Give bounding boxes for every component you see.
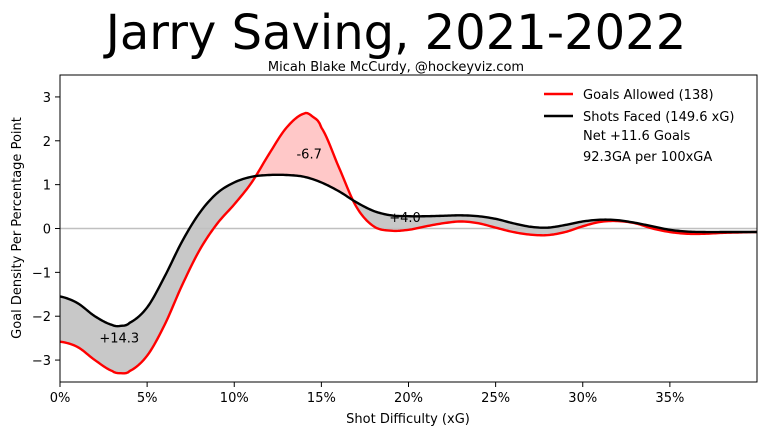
x-tick-label: 25%: [481, 391, 510, 406]
y-tick-label: 1: [43, 179, 51, 194]
chart-title: Jarry Saving, 2021-2022: [103, 5, 687, 61]
difference-annotation: +4.0: [389, 211, 421, 226]
difference-annotation: -6.7: [296, 147, 321, 162]
y-tick-label: −3: [32, 354, 51, 369]
difference-annotation: +14.3: [99, 332, 139, 347]
x-axis-ticks: 0% 5% 10% 15% 20% 25% 30% 35%: [50, 382, 684, 406]
plot-area: [59, 74, 758, 383]
x-tick-label: 30%: [568, 391, 597, 406]
y-axis-ticks: −3 −2 −1 0 1 2 3: [32, 91, 60, 369]
chart-subtitle: Micah Blake McCurdy, @hockeyviz.com: [268, 60, 524, 75]
x-tick-label: 5%: [137, 391, 158, 406]
annotations: +14.3 -6.7 +4.0: [99, 147, 420, 346]
x-tick-label: 10%: [220, 391, 249, 406]
legend-rate: 92.3GA per 100xGA: [583, 150, 712, 165]
legend-shots-label: Shots Faced (149.6 xG): [583, 110, 735, 125]
y-tick-label: 3: [43, 91, 51, 106]
legend: Goals Allowed (138) Shots Faced (149.6 x…: [544, 88, 735, 165]
legend-net: Net +11.6 Goals: [583, 129, 691, 144]
y-axis-label: Goal Density Per Percentage Point: [10, 117, 25, 339]
y-tick-label: 0: [43, 223, 51, 238]
y-tick-label: 2: [43, 135, 51, 150]
y-tick-label: −1: [32, 266, 51, 281]
x-tick-label: 15%: [307, 391, 336, 406]
x-tick-label: 35%: [655, 391, 684, 406]
y-tick-label: −2: [32, 310, 51, 325]
x-tick-label: 0%: [50, 391, 71, 406]
x-axis-label: Shot Difficulty (xG): [346, 412, 470, 427]
legend-goals-label: Goals Allowed (138): [583, 88, 714, 103]
difference-fill-better-0: [60, 174, 257, 374]
x-tick-label: 20%: [394, 391, 423, 406]
shots-faced-line: [59, 173, 757, 328]
